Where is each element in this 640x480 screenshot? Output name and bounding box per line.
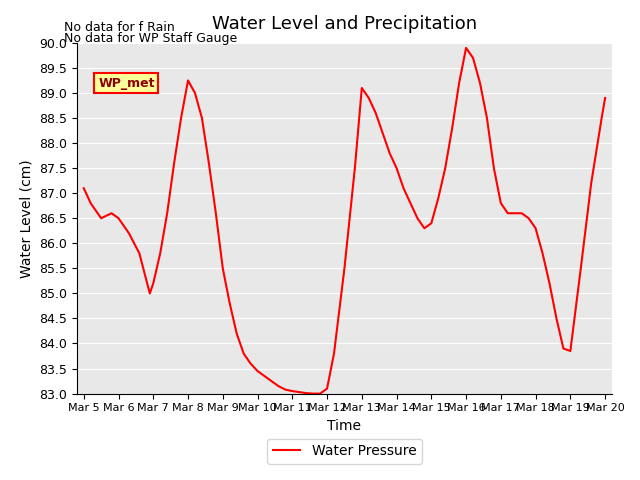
Water Pressure — [601, 95, 609, 101]
Water Pressure — [309, 391, 317, 396]
Line: Water Pressure: Water Pressure — [84, 48, 605, 394]
Y-axis label: Water Level (cm): Water Level (cm) — [20, 159, 33, 277]
Water Pressure — [260, 373, 268, 379]
Water Pressure — [442, 165, 449, 171]
Water Pressure — [462, 45, 470, 51]
Title: Water Level and Precipitation: Water Level and Precipitation — [212, 15, 477, 33]
Text: No data for f Rain: No data for f Rain — [64, 21, 175, 34]
Legend: Water Pressure: Water Pressure — [267, 439, 422, 464]
Water Pressure — [566, 348, 574, 354]
Water Pressure — [80, 185, 88, 191]
Water Pressure — [386, 150, 394, 156]
Water Pressure — [163, 210, 171, 216]
Text: WP_met: WP_met — [98, 77, 155, 90]
X-axis label: Time: Time — [328, 419, 362, 433]
Text: No data for WP Staff Gauge: No data for WP Staff Gauge — [64, 32, 237, 45]
Water Pressure — [420, 226, 428, 231]
